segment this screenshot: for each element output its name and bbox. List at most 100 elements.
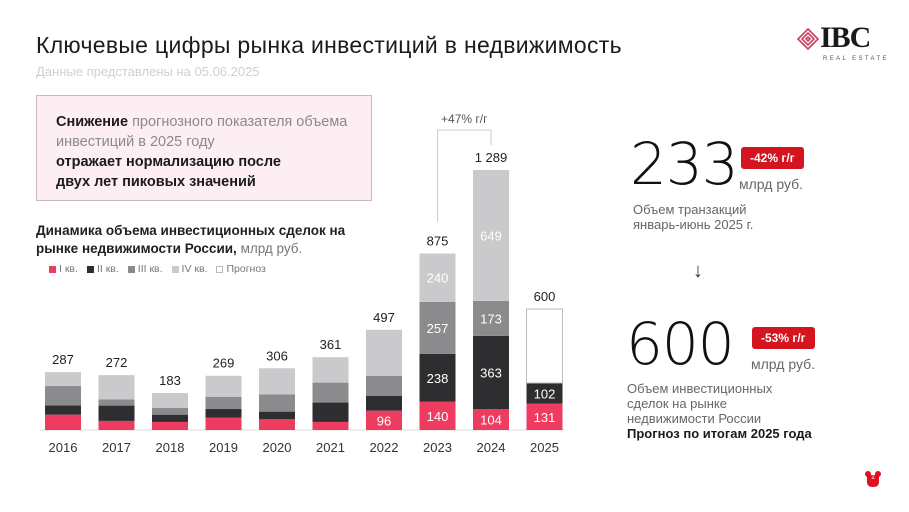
x-tick-2016: 2016 [49, 440, 78, 455]
legend-swatch [127, 265, 135, 273]
legend-swatch [49, 265, 56, 273]
bar-q1-2017 [98, 420, 135, 430]
legend-label: Прогноз [226, 263, 266, 275]
callout-bold-1: Снижение [56, 114, 129, 130]
legend-item-q1: I кв. [49, 263, 78, 275]
bar-q4-2020 [259, 368, 295, 395]
chart-title-text: Динамика объема инвестиционных сделок на… [36, 223, 346, 256]
bar-q4-2021 [312, 357, 349, 383]
total-label-2023: 875 [427, 234, 449, 249]
bar-q4-2019 [205, 375, 242, 397]
kpi-desc-forecast: Объем инвестиционных сделок на рынке нед… [627, 381, 812, 441]
bar-q2-2021 [312, 402, 349, 422]
callout-bold-2: отражает нормализацию после двух лет пик… [56, 154, 281, 190]
bar-q3-2017 [98, 399, 135, 406]
legend-item-forecast: Прогноз [216, 263, 266, 275]
x-tick-2018: 2018 [156, 440, 185, 455]
bar-q1-2019 [205, 417, 242, 430]
data-label-q3-2023: 257 [427, 321, 449, 336]
kpi-desc-line: Объем инвестиционных [627, 381, 773, 396]
bar-forecast-2025 [526, 308, 563, 384]
bar-q1-2020 [259, 419, 295, 430]
total-label-2022: 497 [373, 310, 395, 325]
total-label-2017: 272 [106, 355, 128, 370]
bar-q1-2018 [152, 421, 188, 430]
bar-q1-2021 [312, 421, 349, 430]
total-label-2025: 600 [534, 289, 556, 304]
bar-q4-2022 [366, 329, 402, 376]
callout-box: Снижение прогнозного показателя объема и… [36, 95, 372, 201]
kpi-value-h1: 233 [630, 130, 739, 198]
kpi-desc-line: Объем транзакций [633, 202, 747, 217]
x-tick-2022: 2022 [370, 440, 399, 455]
total-label-2021: 361 [320, 337, 342, 352]
kpi-value-forecast: 600 [626, 310, 735, 378]
chart-title-unit: млрд руб. [240, 241, 303, 256]
total-label-2018: 183 [159, 373, 181, 388]
kpi-unit-forecast: млрд руб. [751, 356, 816, 372]
data-label-q4-2023: 240 [427, 271, 449, 286]
page-subtitle: Данные представлены на 05.06.2025 [36, 64, 260, 79]
data-label-q3-2024: 173 [480, 311, 502, 326]
data-label-q2-2024: 363 [480, 365, 502, 380]
legend-item-q3: III кв. [127, 263, 163, 275]
bar-q1-2023 [419, 401, 456, 430]
bar-q2-2018 [152, 414, 188, 422]
legend-swatch [216, 265, 224, 273]
data-label-q1-2025: 131 [534, 410, 556, 425]
data-label-q1-2022: 96 [377, 413, 391, 428]
legend-swatch [171, 265, 179, 273]
bar-q3-2024 [473, 300, 509, 336]
bar-q3-2023 [419, 301, 456, 354]
bar-q1-2016 [45, 414, 81, 430]
data-label-q1-2023: 140 [427, 409, 449, 424]
x-tick-2025: 2025 [530, 440, 559, 455]
growth-annotation: +47% г/г [441, 112, 488, 126]
bar-q4-2016 [45, 372, 81, 387]
kpi-badge-h1: -42% г/г [741, 147, 804, 169]
kpi-desc-h1: Объем транзакций январь-июнь 2025 г. [633, 202, 753, 232]
legend-label: III кв. [137, 263, 163, 275]
page-title: Ключевые цифры рынка инвестиций в недвиж… [36, 32, 622, 58]
total-label-2019: 269 [213, 356, 235, 371]
x-tick-2024: 2024 [477, 440, 506, 455]
total-label-2024: 1 289 [475, 150, 508, 165]
growth-bracket [437, 129, 492, 222]
total-label-2020: 306 [266, 348, 288, 363]
data-label-q4-2024: 649 [480, 228, 502, 243]
bar-q2-2023 [419, 353, 456, 402]
legend-label: I кв. [59, 263, 78, 275]
page-number: 1 [871, 474, 875, 481]
bar-q3-2016 [45, 386, 81, 406]
logo-tagline: REAL ESTATE [823, 56, 889, 62]
bar-q2-2020 [259, 411, 295, 420]
bar-q4-2018 [152, 393, 188, 409]
bar-q2-2022 [366, 395, 402, 411]
bear-icon [865, 471, 881, 487]
x-tick-2019: 2019 [209, 440, 238, 455]
logo-text: IBC [820, 21, 871, 54]
bar-q3-2022 [366, 375, 402, 396]
x-tick-2020: 2020 [263, 440, 292, 455]
legend-item-q4: IV кв. [171, 263, 208, 275]
bar-q4-2017 [98, 375, 135, 400]
kpi-desc-line: сделок на рынке [627, 396, 727, 411]
bar-q1-2024 [473, 409, 509, 430]
kpi-badge-forecast: -53% г/г [752, 327, 815, 349]
bar-q3-2020 [259, 394, 295, 412]
kpi-desc-bold: Прогноз по итогам 2025 года [627, 426, 812, 441]
legend-item-q2: II кв. [86, 263, 119, 275]
bar-q4-2024 [473, 170, 509, 301]
legend-label: II кв. [96, 263, 119, 275]
chart-legend: I кв. II кв. III кв. IV кв. Прогноз [49, 263, 266, 275]
x-tick-2021: 2021 [316, 440, 345, 455]
x-tick-2017: 2017 [102, 440, 131, 455]
kpi-desc-line: январь-июнь 2025 г. [633, 217, 754, 232]
bar-q2-2025 [526, 383, 563, 404]
total-label-2016: 287 [52, 352, 74, 367]
legend-label: IV кв. [181, 263, 208, 275]
bar-q4-2023 [419, 253, 456, 302]
legend-swatch [86, 265, 94, 273]
arrow-down-icon: ↓ [693, 260, 703, 282]
